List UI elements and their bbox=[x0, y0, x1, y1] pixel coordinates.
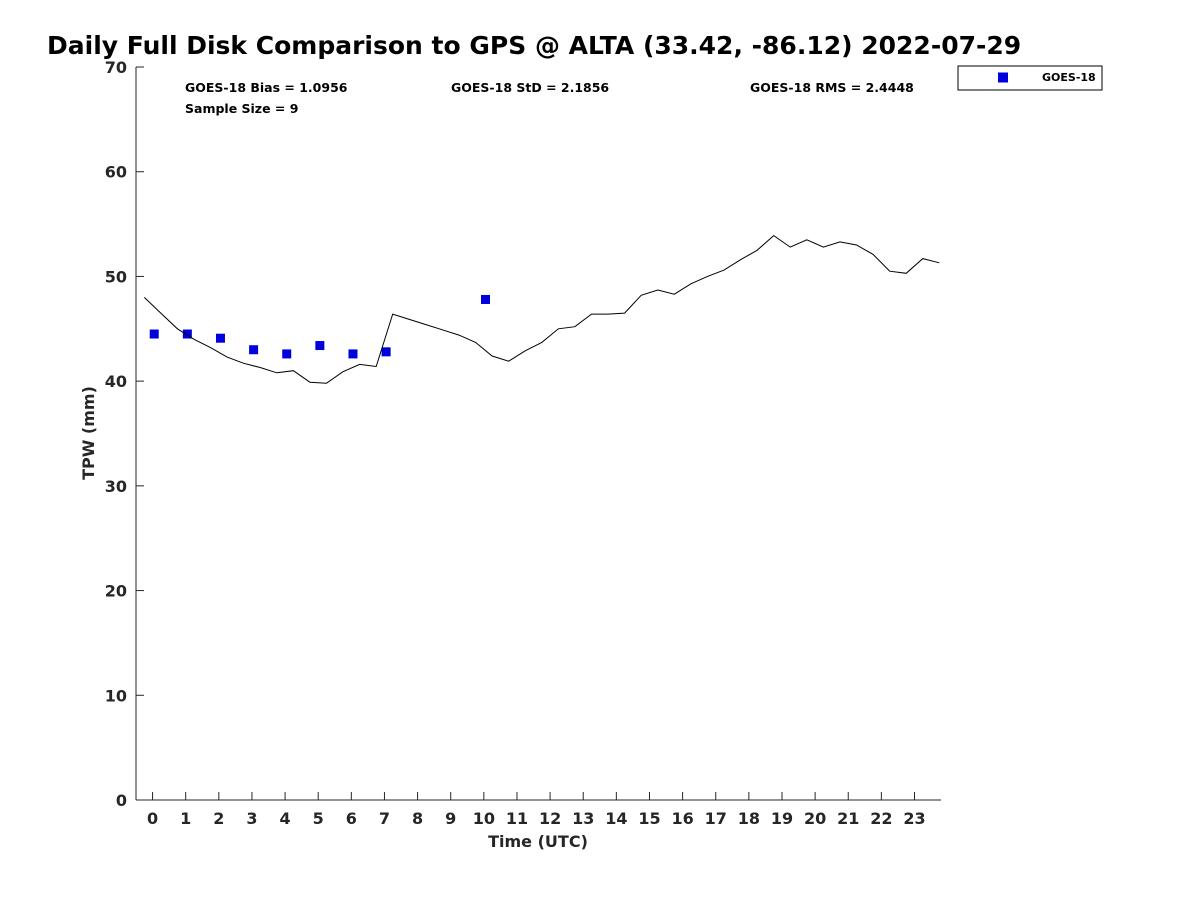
y-tick-label: 60 bbox=[105, 163, 127, 182]
x-tick-label: 2 bbox=[213, 809, 224, 828]
legend: GOES-18 bbox=[957, 65, 1103, 91]
y-tick-label: 10 bbox=[105, 686, 127, 705]
data-point-goes18 bbox=[215, 333, 225, 343]
x-tick-label: 17 bbox=[705, 809, 727, 828]
x-tick-label: 14 bbox=[605, 809, 627, 828]
x-tick-label: 7 bbox=[379, 809, 390, 828]
stat-rms: GOES-18 RMS = 2.4448 bbox=[750, 80, 914, 95]
data-point-goes18 bbox=[149, 329, 159, 339]
x-tick-label: 9 bbox=[445, 809, 456, 828]
data-point-goes18 bbox=[282, 349, 292, 359]
x-axis-label: Time (UTC) bbox=[488, 832, 588, 851]
x-tick-label: 21 bbox=[837, 809, 859, 828]
data-point-goes18 bbox=[381, 347, 391, 357]
x-tick-label: 6 bbox=[346, 809, 357, 828]
y-tick-label: 0 bbox=[116, 791, 127, 810]
stat-sample-size: Sample Size = 9 bbox=[185, 101, 298, 116]
x-tick-label: 22 bbox=[870, 809, 892, 828]
y-tick-label: 40 bbox=[105, 372, 127, 391]
data-point-goes18 bbox=[480, 294, 490, 304]
x-tick-label: 15 bbox=[638, 809, 660, 828]
stat-std: GOES-18 StD = 2.1856 bbox=[451, 80, 609, 95]
x-tick-label: 19 bbox=[771, 809, 793, 828]
y-tick-label: 70 bbox=[105, 58, 127, 77]
x-tick-label: 1 bbox=[180, 809, 191, 828]
x-tick-label: 11 bbox=[506, 809, 528, 828]
stat-bias: GOES-18 Bias = 1.0956 bbox=[185, 80, 348, 95]
data-point-goes18 bbox=[182, 329, 192, 339]
x-tick-label: 10 bbox=[473, 809, 495, 828]
legend-box bbox=[957, 65, 1103, 91]
x-tick-label: 13 bbox=[572, 809, 594, 828]
legend-label-goes18: GOES-18 bbox=[1042, 71, 1096, 84]
x-tick-label: 3 bbox=[246, 809, 257, 828]
x-tick-label: 4 bbox=[280, 809, 291, 828]
y-tick-label: 50 bbox=[105, 267, 127, 286]
chart-title: Daily Full Disk Comparison to GPS @ ALTA… bbox=[47, 31, 1021, 60]
y-tick-label: 20 bbox=[105, 582, 127, 601]
data-point-goes18 bbox=[249, 345, 259, 355]
y-tick-label: 30 bbox=[105, 477, 127, 496]
series-line-gps bbox=[143, 234, 940, 384]
x-tick-label: 20 bbox=[804, 809, 826, 828]
x-tick-label: 0 bbox=[147, 809, 158, 828]
legend-marker-goes18 bbox=[998, 72, 1008, 83]
x-tick-label: 16 bbox=[671, 809, 693, 828]
y-axis-label: TPW (mm) bbox=[79, 386, 98, 480]
x-tick-label: 5 bbox=[313, 809, 324, 828]
x-tick-label: 8 bbox=[412, 809, 423, 828]
data-point-goes18 bbox=[315, 341, 325, 351]
x-tick-label: 18 bbox=[738, 809, 760, 828]
series-layer bbox=[143, 234, 940, 384]
x-tick-label: 12 bbox=[539, 809, 561, 828]
data-point-goes18 bbox=[348, 349, 358, 359]
x-tick-label: 23 bbox=[903, 809, 925, 828]
